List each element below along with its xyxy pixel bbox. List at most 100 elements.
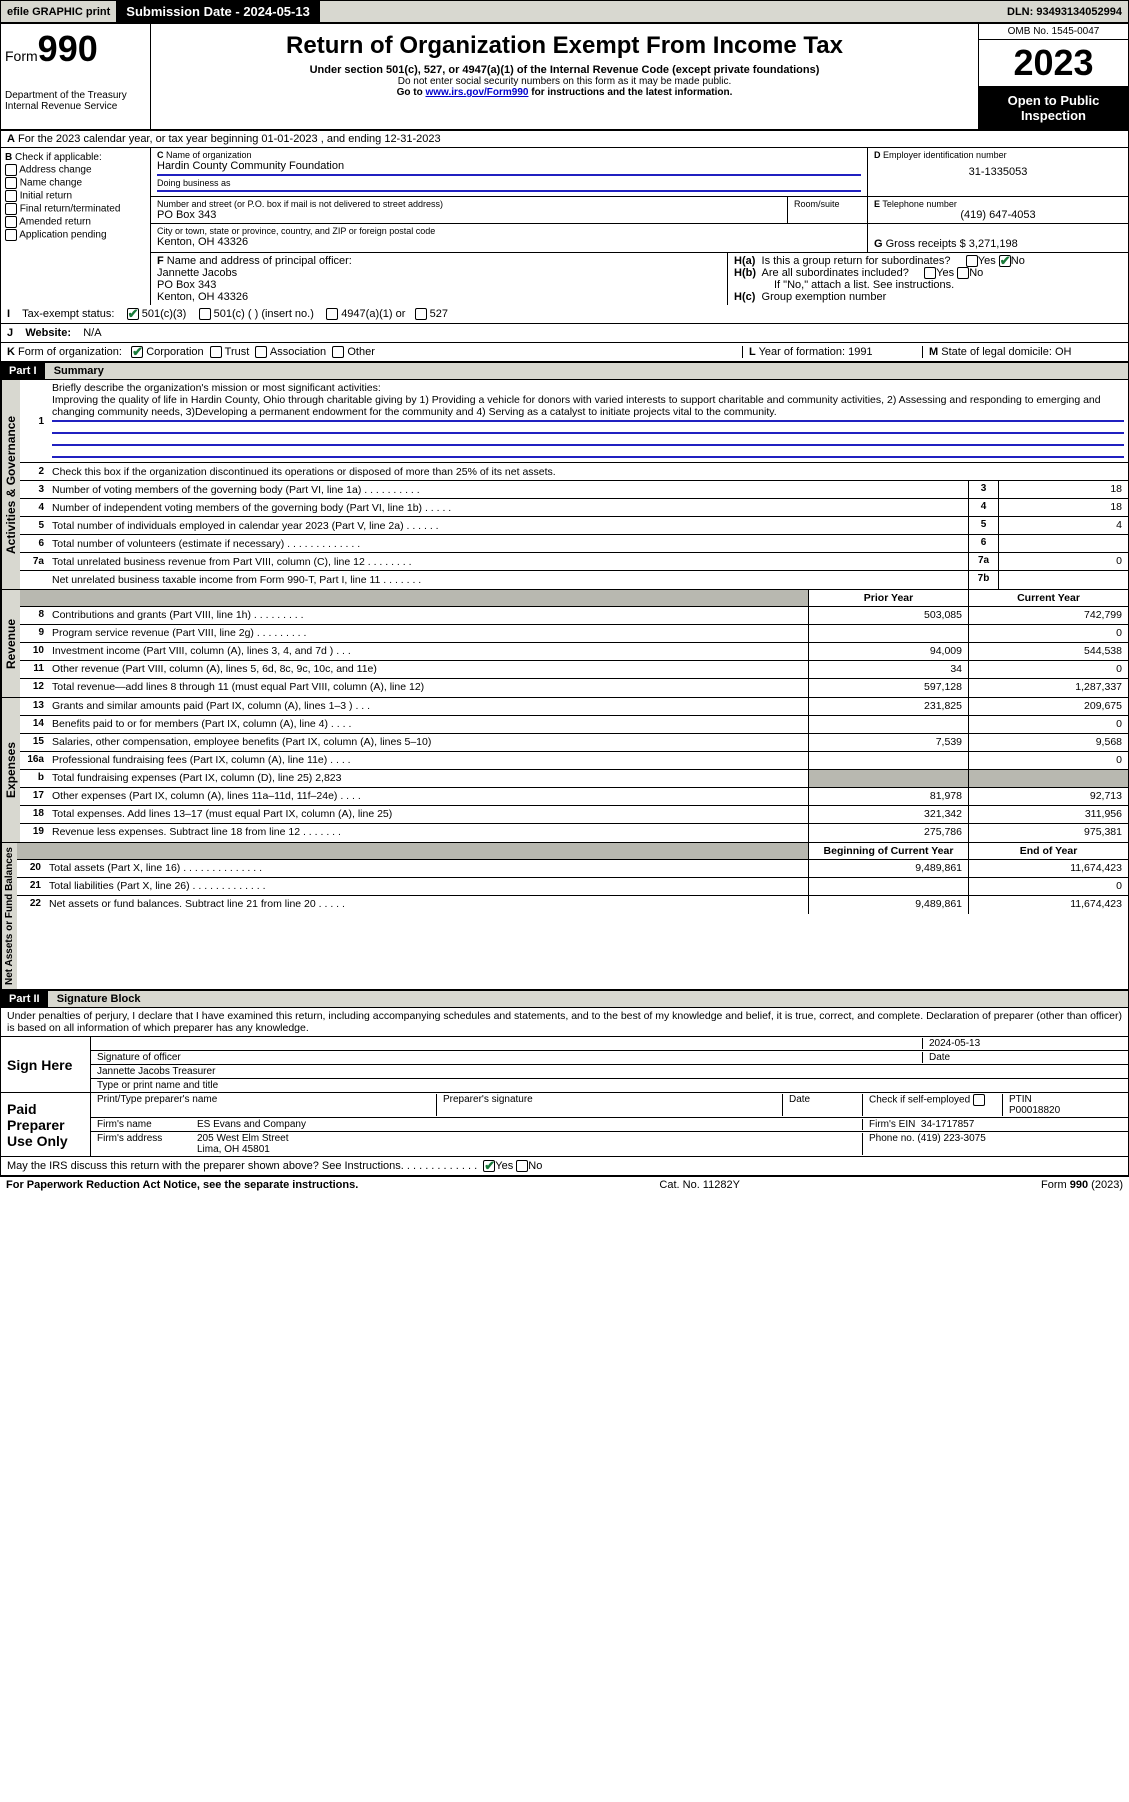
gov-line-7b: Net unrelated business taxable income fr… (20, 571, 1128, 589)
officer-printed: Jannette Jacobs Treasurer (97, 1066, 215, 1077)
chk-amended-return[interactable]: Amended return (5, 216, 146, 228)
officer-name: Jannette Jacobs (157, 267, 721, 279)
gov-line-4: 4Number of independent voting members of… (20, 499, 1128, 517)
section-governance: Activities & Governance 1 Briefly descri… (0, 380, 1129, 590)
form-subtitle: Under section 501(c), 527, or 4947(a)(1)… (155, 64, 974, 76)
instructions-note: Go to www.irs.gov/Form990 for instructio… (155, 87, 974, 98)
chk-address-change[interactable]: Address change (5, 164, 146, 176)
telephone: (419) 647-4053 (874, 209, 1122, 221)
vlabel-expenses: Expenses (1, 698, 20, 842)
year-formation: 1991 (848, 346, 872, 358)
net-line-22: 22Net assets or fund balances. Subtract … (17, 896, 1128, 914)
row-i-tax-exempt: I Tax-exempt status: 501(c)(3) 501(c) ( … (0, 305, 1129, 324)
chk-initial-return[interactable]: Initial return (5, 190, 146, 202)
ha-yes[interactable] (966, 255, 978, 267)
firm-addr2: Lima, OH 45801 (197, 1144, 270, 1155)
vlabel-revenue: Revenue (1, 590, 20, 697)
gov-line-3: 3Number of voting members of the governi… (20, 481, 1128, 499)
exp-line-16a: 16aProfessional fundraising fees (Part I… (20, 752, 1128, 770)
ha-no[interactable] (999, 255, 1011, 267)
exp-line-13: 13Grants and similar amounts paid (Part … (20, 698, 1128, 716)
ssn-note: Do not enter social security numbers on … (155, 76, 974, 87)
exp-line-19: 19Revenue less expenses. Subtract line 1… (20, 824, 1128, 842)
hb-no[interactable] (957, 267, 969, 279)
vlabel-governance: Activities & Governance (1, 380, 20, 589)
section-expenses: Expenses 13Grants and similar amounts pa… (0, 698, 1129, 843)
instructions-link[interactable]: www.irs.gov/Form990 (425, 87, 528, 98)
firm-addr1: 205 West Elm Street (197, 1133, 289, 1144)
exp-line-15: 15Salaries, other compensation, employee… (20, 734, 1128, 752)
firm-ein: 34-1717857 (921, 1119, 974, 1130)
ein: 31-1335053 (874, 160, 1122, 184)
signature-block: Sign Here 2024-05-13 Signature of office… (0, 1036, 1129, 1177)
tax-year: 2023 (979, 40, 1128, 87)
perjury-statement: Under penalties of perjury, I declare th… (0, 1008, 1129, 1036)
discuss-no[interactable] (516, 1160, 528, 1172)
identification-block: B Check if applicable: Address change Na… (0, 148, 1129, 305)
col-b-checkboxes: B Check if applicable: Address change Na… (1, 148, 151, 305)
top-bar: efile GRAPHIC print Submission Date - 20… (0, 0, 1129, 23)
public-inspection: Open to Public Inspection (979, 87, 1128, 129)
footer-left: For Paperwork Reduction Act Notice, see … (6, 1179, 358, 1191)
form-header: Form990 Department of the Treasury Inter… (0, 23, 1129, 130)
officer-addr2: Kenton, OH 43326 (157, 291, 721, 303)
city-state-zip: Kenton, OH 43326 (157, 236, 861, 248)
section-revenue: Revenue Prior YearCurrent Year 8Contribu… (0, 590, 1129, 698)
gross-receipts: 3,271,198 (969, 238, 1018, 250)
efile-label: efile GRAPHIC print (1, 4, 116, 20)
footer-right: Form 990 (2023) (1041, 1179, 1123, 1191)
form-title: Return of Organization Exempt From Incom… (155, 32, 974, 60)
chk-501c3[interactable] (127, 308, 139, 320)
net-line-20: 20Total assets (Part X, line 16) . . . .… (17, 860, 1128, 878)
street-address: PO Box 343 (157, 209, 781, 221)
chk-self-employed[interactable] (973, 1094, 985, 1106)
submission-date: Submission Date - 2024-05-13 (116, 1, 320, 22)
exp-line-b: bTotal fundraising expenses (Part IX, co… (20, 770, 1128, 788)
chk-application-pending[interactable]: Application pending (5, 229, 146, 241)
chk-name-change[interactable]: Name change (5, 177, 146, 189)
rev-line-10: 10Investment income (Part VIII, column (… (20, 643, 1128, 661)
gov-line-7a: 7aTotal unrelated business revenue from … (20, 553, 1128, 571)
sign-here-label: Sign Here (1, 1037, 91, 1092)
officer-addr1: PO Box 343 (157, 279, 721, 291)
rev-line-11: 11Other revenue (Part VIII, column (A), … (20, 661, 1128, 679)
discuss-yes[interactable] (483, 1160, 495, 1172)
chk-501c[interactable] (199, 308, 211, 320)
ptin: P00018820 (1009, 1105, 1060, 1116)
vlabel-net-assets: Net Assets or Fund Balances (1, 843, 17, 989)
omb-number: OMB No. 1545-0047 (979, 24, 1128, 40)
rev-line-9: 9Program service revenue (Part VIII, lin… (20, 625, 1128, 643)
gov-line-6: 6Total number of volunteers (estimate if… (20, 535, 1128, 553)
firm-phone: (419) 223-3075 (917, 1133, 985, 1144)
footer-mid: Cat. No. 11282Y (659, 1179, 740, 1191)
rev-line-12: 12Total revenue—add lines 8 through 11 (… (20, 679, 1128, 697)
exp-line-14: 14Benefits paid to or for members (Part … (20, 716, 1128, 734)
chk-corporation[interactable] (131, 346, 143, 358)
rev-line-8: 8Contributions and grants (Part VIII, li… (20, 607, 1128, 625)
chk-trust[interactable] (210, 346, 222, 358)
chk-other[interactable] (332, 346, 344, 358)
chk-527[interactable] (415, 308, 427, 320)
row-klm: K Form of organization: Corporation Trus… (0, 343, 1129, 362)
website: N/A (83, 327, 101, 339)
section-net-assets: Net Assets or Fund Balances Beginning of… (0, 843, 1129, 990)
hb-yes[interactable] (924, 267, 936, 279)
part2-header: Part II Signature Block (0, 990, 1129, 1008)
firm-name: ES Evans and Company (197, 1119, 862, 1130)
page-footer: For Paperwork Reduction Act Notice, see … (0, 1177, 1129, 1193)
form-number: Form990 (5, 28, 146, 70)
paid-preparer-label: Paid Preparer Use Only (1, 1093, 91, 1156)
row-j-website: J Website: N/A (0, 324, 1129, 343)
chk-association[interactable] (255, 346, 267, 358)
chk-final-return[interactable]: Final return/terminated (5, 203, 146, 215)
mission-text: Improving the quality of life in Hardin … (52, 394, 1101, 418)
dln: DLN: 93493134052994 (1001, 4, 1128, 20)
sig-date-val: 2024-05-13 (922, 1038, 1122, 1049)
gov-line-5: 5Total number of individuals employed in… (20, 517, 1128, 535)
org-name: Hardin County Community Foundation (157, 160, 861, 172)
exp-line-18: 18Total expenses. Add lines 13–17 (must … (20, 806, 1128, 824)
row-a-tax-year: A For the 2023 calendar year, or tax yea… (0, 130, 1129, 148)
chk-4947[interactable] (326, 308, 338, 320)
net-line-21: 21Total liabilities (Part X, line 26) . … (17, 878, 1128, 896)
exp-line-17: 17Other expenses (Part IX, column (A), l… (20, 788, 1128, 806)
